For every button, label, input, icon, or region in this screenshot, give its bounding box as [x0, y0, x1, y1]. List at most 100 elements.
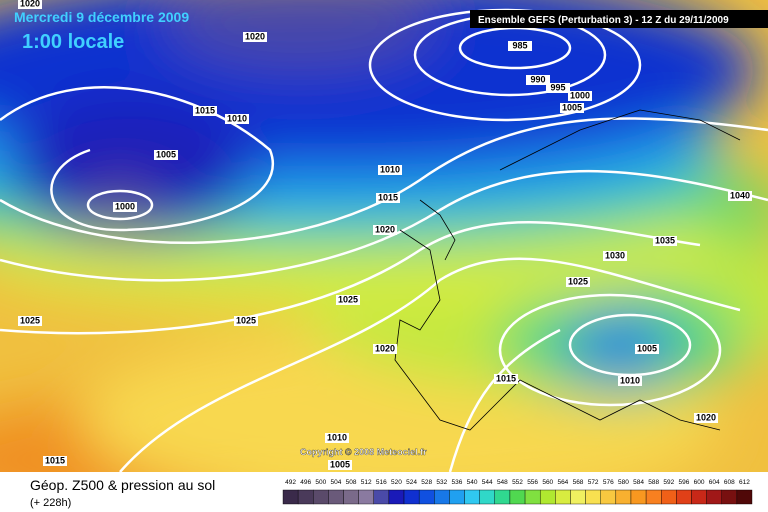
legend-label: 492 — [285, 479, 296, 486]
isobar-label: 1005 — [330, 459, 350, 469]
isobar-label: 1000 — [115, 201, 135, 211]
legend-swatch — [691, 489, 707, 505]
isobar-label: 1015 — [45, 455, 65, 465]
legend-swatch — [297, 489, 314, 505]
legend-label: 596 — [678, 479, 689, 486]
isobar-label: 1010 — [380, 164, 400, 174]
legend-label: 496 — [300, 479, 311, 486]
legend-swatch — [615, 489, 632, 505]
isobar-label: 985 — [512, 40, 527, 50]
legend-label: 600 — [694, 479, 705, 486]
coastlines — [394, 109, 741, 431]
legend-label: 540 — [467, 479, 478, 486]
isobar-label-bg — [373, 344, 397, 354]
isobar-labels: 1020 1020 985 990 995 1000 1005 1015 1010 1005 100… — [18, 0, 752, 470]
legend-label: 592 — [663, 479, 674, 486]
isobar-label-bg — [328, 460, 352, 470]
isobar-label-bg — [568, 91, 592, 101]
legend-swatch — [418, 489, 435, 505]
isobar-label-bg — [728, 191, 752, 201]
legend-swatch — [449, 489, 465, 505]
isobar-label: 990 — [530, 74, 545, 84]
legend-swatch — [721, 489, 738, 505]
legend-swatch — [645, 489, 662, 505]
legend-label: 580 — [618, 479, 629, 486]
isobar-label-bg — [18, 0, 42, 9]
legend-swatch — [706, 489, 722, 505]
isobar-label-bg — [18, 316, 42, 326]
copyright: Copyright © 2008 Meteociel.fr — [300, 447, 427, 457]
legend-swatch — [328, 489, 344, 505]
legend-label: 504 — [331, 479, 342, 486]
isobar-label-bg — [546, 83, 570, 93]
isobar-label: 1025 — [338, 294, 358, 304]
isobar-label: 1040 — [730, 190, 750, 200]
legend-label: 528 — [421, 479, 432, 486]
legend-swatch — [555, 489, 571, 505]
legend-swatch — [661, 489, 677, 505]
legend-label: 512 — [361, 479, 372, 486]
legend-label: 576 — [603, 479, 614, 486]
legend-label: 520 — [391, 479, 402, 486]
isobar-label: 1015 — [378, 192, 398, 202]
legend-label: 584 — [633, 479, 644, 486]
legend-label: 572 — [588, 479, 599, 486]
isobar-label-bg — [560, 103, 584, 113]
legend-label: 568 — [573, 479, 584, 486]
legend-label: 544 — [482, 479, 493, 486]
color-legend: 492 496 500 504 508 512 516 520 524 528 532 536 540 5… — [282, 479, 753, 505]
isobar-label: 1020 — [20, 0, 40, 8]
legend-swatch — [570, 489, 586, 505]
legend-swatch — [464, 489, 480, 505]
legend-label: 508 — [346, 479, 357, 486]
isobar-label: 1005 — [562, 102, 582, 112]
legend-label: 604 — [709, 479, 720, 486]
legend-label: 608 — [724, 479, 735, 486]
lead-time: (+ 228h) — [30, 497, 71, 509]
legend-swatch — [313, 489, 329, 505]
isobar-label-bg — [243, 32, 267, 42]
legend-swatch — [539, 489, 556, 505]
legend-label: 516 — [376, 479, 387, 486]
legend-swatch — [479, 489, 496, 505]
isobar-label-bg — [373, 225, 397, 235]
isobar-label-bg — [603, 251, 627, 261]
isobar-label: 1010 — [327, 432, 347, 442]
legend-swatch — [600, 489, 617, 505]
legend-swatch — [403, 489, 420, 505]
isobar-label-bg — [376, 193, 400, 203]
isobar-label: 1000 — [570, 90, 590, 100]
legend-label: 556 — [527, 479, 538, 486]
isobar-label-bg — [494, 374, 518, 384]
isobar-label-bg — [113, 202, 137, 212]
legend-swatch — [343, 489, 359, 505]
isobar-label-bg — [566, 277, 590, 287]
run-box — [470, 10, 768, 28]
isobar-label: 1010 — [227, 113, 247, 123]
isobar-label-bg — [154, 150, 178, 160]
legend-swatch — [736, 489, 753, 505]
isobar-label: 1005 — [156, 149, 176, 159]
run-info: Ensemble GEFS (Perturbation 3) - 12 Z du… — [478, 15, 729, 26]
legend-label: 560 — [542, 479, 553, 486]
isobar-label-bg — [508, 41, 532, 51]
legend-swatch — [524, 489, 541, 505]
legend-swatch — [676, 489, 692, 505]
isobar-label: 1015 — [496, 373, 516, 383]
date: Mercredi 9 décembre 2009 — [14, 9, 189, 25]
legend-label: 548 — [497, 479, 508, 486]
legend-swatch — [388, 489, 405, 505]
isobar-label-bg — [378, 165, 402, 175]
legend-label: 588 — [648, 479, 659, 486]
legend-swatch — [630, 489, 647, 505]
isobar-label-bg — [325, 433, 349, 443]
legend-label: 536 — [452, 479, 463, 486]
isobar-lines — [0, 8, 768, 473]
isobar-label: 1035 — [655, 235, 675, 245]
isobar-label-bg — [635, 344, 659, 354]
isobar-label-bg — [43, 456, 67, 466]
legend-label: 500 — [315, 479, 326, 486]
isobar-label-bg — [653, 236, 677, 246]
